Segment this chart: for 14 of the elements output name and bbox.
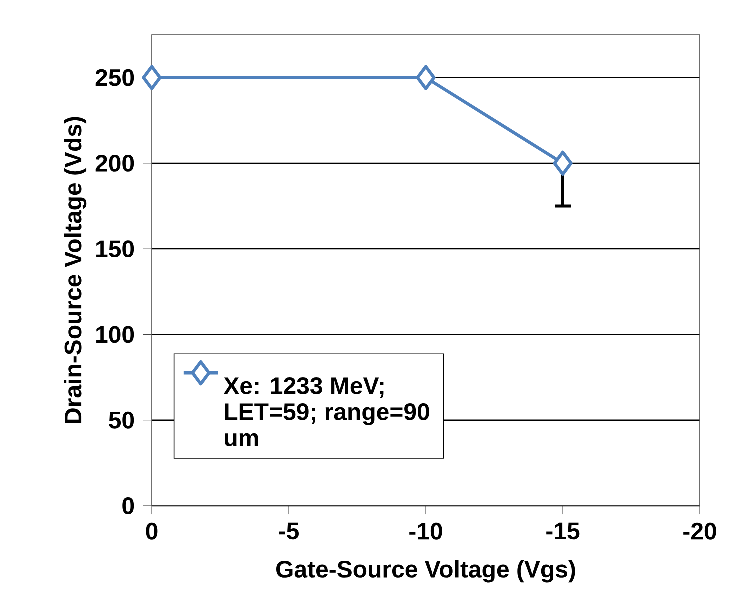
y-tick-label: 50: [109, 412, 134, 429]
y-tick-label: 0: [122, 497, 134, 514]
y-tick-label: 200: [96, 154, 134, 172]
y-axis-title: Drain-Source Voltage (Vds): [64, 117, 87, 424]
y-tick-label: 100: [96, 326, 134, 344]
y-tick-label: 250: [96, 69, 134, 86]
x-tick-label: -20: [684, 522, 716, 540]
x-tick-label: -10: [410, 522, 442, 540]
x-tick-label: -15: [546, 522, 580, 540]
x-tick-label: -5: [279, 522, 299, 540]
x-axis-title: Gate-Source Voltage (Vgs): [276, 560, 576, 583]
legend-label: Xe: 1233 MeV; LET=59; range=90 um: [224, 378, 430, 446]
y-tick-label: 150: [96, 240, 134, 258]
x-tick-label: 0: [146, 522, 158, 540]
